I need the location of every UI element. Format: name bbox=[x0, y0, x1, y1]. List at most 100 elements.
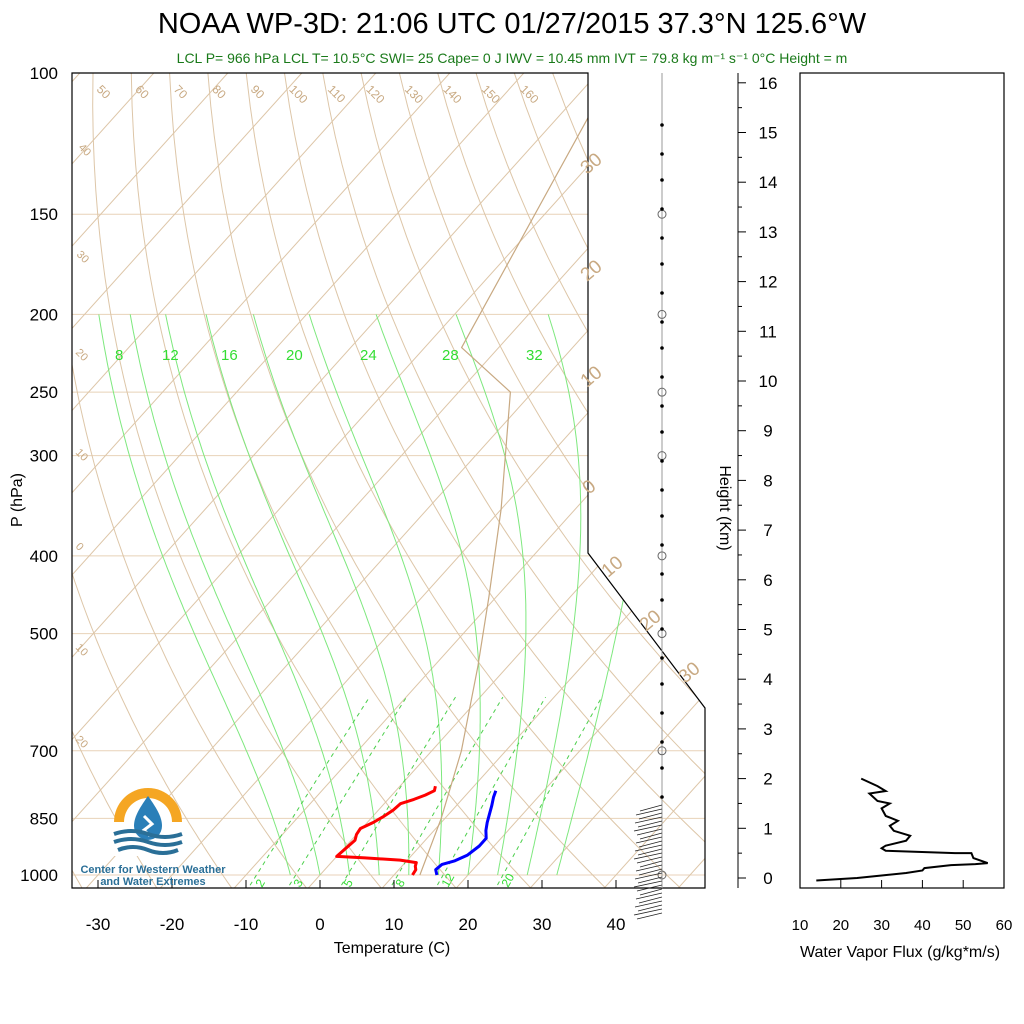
isotherm-line bbox=[72, 73, 525, 888]
dry-adiabat-line bbox=[207, 73, 610, 888]
dry-adiabat-line bbox=[169, 73, 535, 888]
isotherm-line bbox=[72, 73, 451, 888]
wind-dot bbox=[660, 543, 664, 547]
pressure-tick-label: 100 bbox=[30, 64, 58, 83]
wind-level-circle bbox=[657, 387, 667, 397]
dry-adiabat-label: 160 bbox=[517, 82, 541, 106]
pressure-tick-label: 300 bbox=[30, 447, 58, 466]
isotherm-line bbox=[72, 73, 673, 888]
dry-adiabat-line bbox=[706, 73, 1024, 892]
wind-barb bbox=[636, 912, 663, 920]
isotherm-label: 20 bbox=[636, 606, 666, 636]
wind-barb bbox=[635, 808, 663, 816]
isotherm-line bbox=[378, 73, 705, 888]
temperature-tick-label: -30 bbox=[86, 915, 111, 934]
dry-adiabat-label: 120 bbox=[363, 82, 387, 106]
moist-adiabat-label: 12 bbox=[162, 347, 179, 364]
dry-adiabat-line bbox=[398, 73, 705, 888]
wind-barb bbox=[635, 864, 663, 872]
pressure-tick-label: 250 bbox=[30, 383, 58, 402]
wind-dot bbox=[660, 262, 664, 266]
wind-barb bbox=[639, 832, 663, 840]
wind-barb bbox=[639, 860, 663, 868]
mixing-ratio-label: 12 bbox=[438, 871, 457, 890]
logo-line-2: and Water Extremes bbox=[100, 876, 206, 888]
wind-barb bbox=[633, 824, 663, 832]
isotherm-line bbox=[600, 73, 705, 888]
cw3e-logo: Center for Western Weather and Water Ext… bbox=[78, 784, 228, 894]
wind-barb bbox=[633, 908, 663, 916]
wind-barb bbox=[638, 812, 663, 820]
temperature-tick-label: -10 bbox=[234, 915, 259, 934]
wind-barb bbox=[635, 836, 663, 844]
theta-label: 10 bbox=[73, 447, 90, 464]
wind-dot bbox=[660, 656, 664, 660]
wind-barb bbox=[637, 820, 663, 828]
wind-dot bbox=[660, 514, 664, 518]
dry-adiabat-label: 50 bbox=[94, 82, 114, 102]
wind-level-circle bbox=[657, 870, 667, 880]
wind-barb bbox=[638, 840, 663, 848]
isotherm-line bbox=[82, 73, 705, 888]
wind-dot bbox=[660, 123, 664, 127]
moist-adiabat-label: 32 bbox=[526, 347, 543, 364]
dry-adiabat-line bbox=[322, 73, 705, 888]
isotherm-label: 10 bbox=[598, 552, 628, 582]
dry-adiabat-label: 60 bbox=[132, 82, 152, 102]
isotherm-line bbox=[72, 73, 377, 888]
moist-adiabat-label: 16 bbox=[221, 347, 238, 364]
dry-adiabat-label: 90 bbox=[248, 82, 268, 102]
temperature-tick-label: 40 bbox=[607, 915, 626, 934]
isotherm-label: 0 bbox=[579, 476, 601, 499]
theta-label: 0 bbox=[73, 541, 86, 554]
wind-barb bbox=[634, 872, 663, 880]
isotherm-line bbox=[526, 73, 705, 888]
wind-dot bbox=[660, 404, 664, 408]
wind-dot bbox=[660, 459, 664, 463]
wind-dot bbox=[660, 152, 664, 156]
moist-adiabat-line bbox=[455, 314, 527, 876]
dry-adiabat-label: 150 bbox=[479, 82, 503, 106]
pressure-tick-label: 150 bbox=[30, 205, 58, 224]
moist-adiabat-line bbox=[165, 314, 351, 876]
isotherm-line bbox=[230, 73, 705, 888]
wind-dot bbox=[660, 627, 664, 631]
moist-adiabat-label: 20 bbox=[286, 347, 303, 364]
wind-barb bbox=[635, 892, 663, 900]
theta-label: 30 bbox=[74, 249, 91, 266]
wind-dot bbox=[660, 207, 664, 211]
wind-barb bbox=[634, 844, 663, 852]
isotherm-line bbox=[156, 73, 705, 888]
wind-barb bbox=[636, 856, 663, 864]
plot-border bbox=[71, 72, 706, 889]
wind-dot bbox=[660, 430, 664, 434]
parcel-line bbox=[419, 73, 614, 876]
wind-barb bbox=[638, 868, 663, 876]
isotherm-label: 10 bbox=[577, 362, 607, 392]
mixing-ratio-line bbox=[493, 696, 603, 888]
dry-adiabat-label: 70 bbox=[171, 82, 191, 102]
isotherm-line bbox=[72, 73, 229, 888]
mixing-ratio-line bbox=[387, 696, 504, 888]
moist-adiabat-label: 24 bbox=[360, 347, 377, 364]
moist-adiabat-label: 28 bbox=[442, 347, 459, 364]
wind-dot bbox=[660, 572, 664, 576]
wind-level-circle bbox=[657, 746, 667, 756]
wind-dot bbox=[660, 766, 664, 770]
pressure-axis-label: P (hPa) bbox=[9, 473, 26, 527]
dry-adiabat-line bbox=[628, 73, 705, 888]
wind-dot bbox=[660, 488, 664, 492]
wind-dot bbox=[660, 291, 664, 295]
dry-adiabat-line bbox=[72, 73, 235, 888]
isotherm-label: 20 bbox=[577, 256, 607, 286]
dry-adiabat-line bbox=[475, 73, 705, 888]
wind-dot bbox=[660, 320, 664, 324]
moist-adiabat-line bbox=[308, 314, 443, 876]
dry-adiabat-line bbox=[590, 73, 705, 888]
isotherm-line bbox=[452, 73, 705, 888]
moist-adiabat-label: 8 bbox=[115, 347, 123, 364]
dry-adiabat-line bbox=[130, 73, 460, 888]
isotherm-line bbox=[72, 73, 599, 888]
wind-dot bbox=[660, 711, 664, 715]
logo-text: Center for Western Weather and Water Ext… bbox=[78, 864, 228, 888]
